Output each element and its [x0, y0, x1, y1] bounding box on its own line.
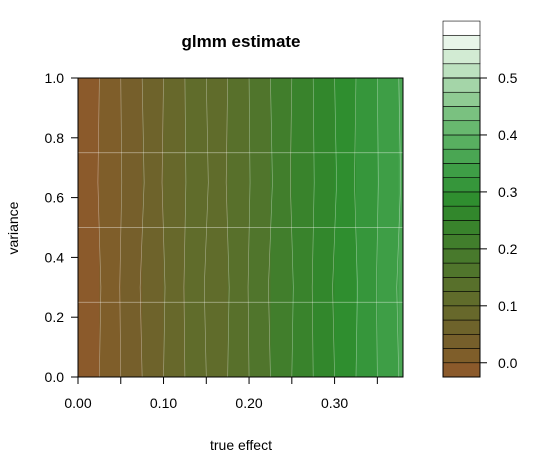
y-tick-label: 1.0 [45, 70, 65, 86]
colorbar-swatch [443, 21, 480, 35]
colorbar-swatch [443, 192, 480, 206]
colorbar-swatch [443, 263, 480, 277]
colorbar-swatch [443, 320, 480, 334]
y-tick-label: 0.8 [45, 130, 65, 146]
colorbar-swatch [443, 249, 480, 263]
y-tick-label: 0.2 [45, 309, 65, 325]
colorbar-swatch [443, 163, 480, 177]
colorbar-swatch [443, 92, 480, 106]
colorbar-swatch [443, 64, 480, 78]
colorbar-swatch [443, 292, 480, 306]
y-tick-label: 0.0 [45, 369, 65, 385]
colorbar-swatch [443, 235, 480, 249]
colorbar-tick-label: 0.0 [498, 355, 518, 371]
y-axis: 0.0 0.2 0.4 0.6 0.8 1.0 [45, 70, 78, 385]
y-tick-label: 0.4 [45, 249, 65, 265]
x-tick-label: 0.30 [321, 395, 348, 411]
colorbar-swatch [443, 50, 480, 64]
colorbar-swatch [443, 334, 480, 348]
colorbar-swatch [443, 135, 480, 149]
y-tick-label: 0.6 [45, 190, 65, 206]
colorbar-swatch [443, 35, 480, 49]
colorbar-tick-label: 0.4 [498, 127, 518, 143]
colorbar-swatch [443, 206, 480, 220]
colorbar-tick-label: 0.1 [498, 298, 518, 314]
colorbar-swatch [443, 363, 480, 377]
x-tick-label: 0.10 [150, 395, 177, 411]
colorbar-swatch [443, 178, 480, 192]
x-tick-label: 0.00 [64, 395, 91, 411]
colorbar-swatch [443, 149, 480, 163]
x-tick-label: 0.20 [235, 395, 262, 411]
colorbar-swatch [443, 106, 480, 120]
colorbar-axis: 0.0 0.1 0.2 0.3 0.4 0.5 [480, 70, 518, 371]
y-axis-label: variance [5, 201, 21, 254]
colorbar-tick-label: 0.3 [498, 184, 518, 200]
colorbar [443, 21, 480, 377]
colorbar-swatch [443, 78, 480, 92]
colorbar-tick-label: 0.2 [498, 241, 518, 257]
chart-title: glmm estimate [181, 32, 300, 51]
colorbar-tick-label: 0.5 [498, 70, 518, 86]
colorbar-swatch [443, 220, 480, 234]
colorbar-swatch [443, 121, 480, 135]
colorbar-swatch [443, 277, 480, 291]
x-axis: 0.00 0.10 0.20 0.30 [64, 377, 377, 411]
x-axis-label: true effect [210, 437, 272, 453]
colorbar-swatch [443, 306, 480, 320]
colorbar-swatch [443, 349, 480, 363]
